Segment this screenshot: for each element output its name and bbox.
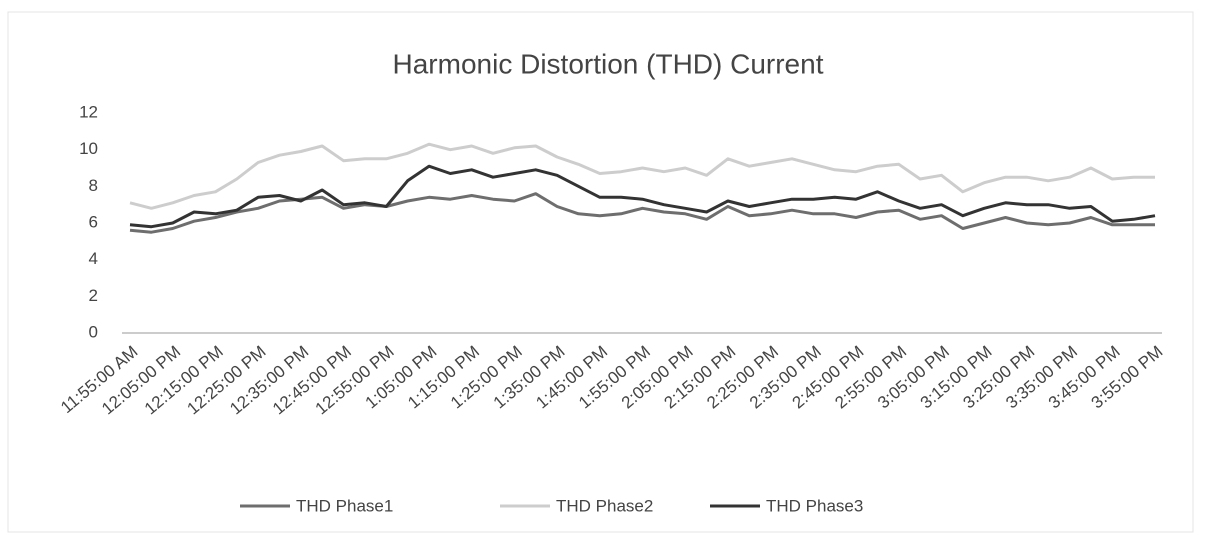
- y-tick-label: 4: [89, 249, 98, 268]
- series-line: [129, 164, 1156, 229]
- y-tick-label: 0: [89, 322, 98, 341]
- legend-label: THD Phase1: [296, 496, 393, 515]
- legend-label: THD Phase2: [556, 496, 653, 515]
- chart-frame: [7, 11, 1194, 533]
- y-tick-label: 10: [79, 139, 98, 158]
- y-tick-label: 12: [79, 102, 98, 121]
- y-tick-label: 6: [89, 212, 98, 231]
- legend-label: THD Phase3: [766, 496, 863, 515]
- series-line: [129, 142, 1155, 210]
- series-line: [129, 192, 1155, 234]
- chart-title: Harmonic Distortion (THD) Current: [393, 48, 824, 79]
- y-tick-label: 8: [89, 176, 98, 195]
- y-tick-label: 2: [89, 286, 98, 305]
